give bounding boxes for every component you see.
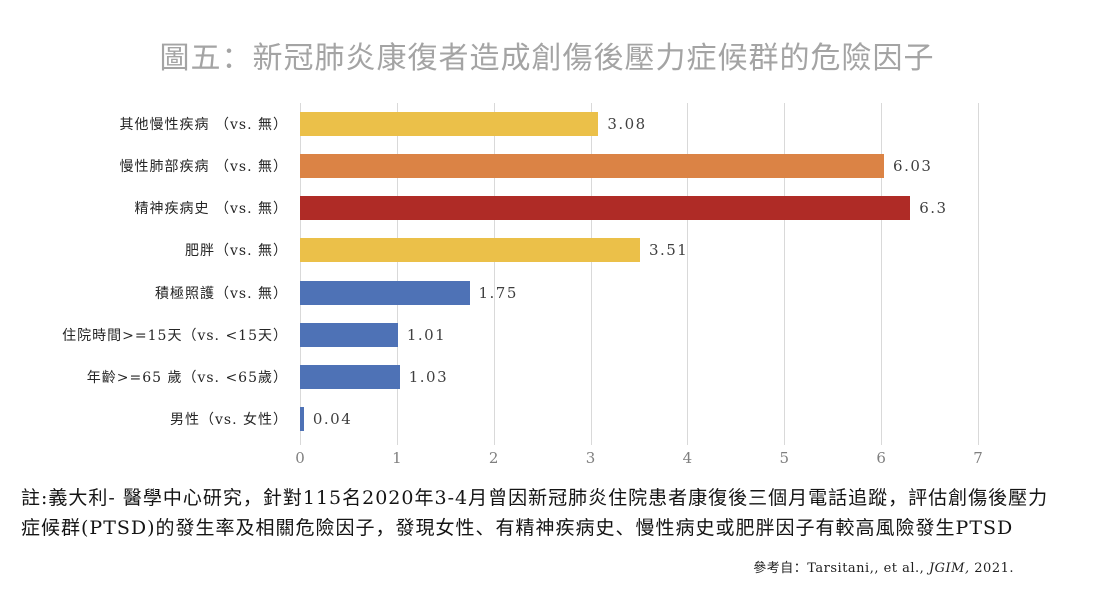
- plot-area: 3.08 6.03 6.3 3.51 1.75 1.01 1.03 0.04: [300, 103, 979, 445]
- category-label: 肥胖（vs. 無）: [185, 243, 288, 260]
- gridline: [784, 103, 786, 445]
- bar-value-label: 1.03: [408, 367, 449, 386]
- x-axis-tick-label: 0: [295, 449, 305, 467]
- gridline: [881, 103, 883, 445]
- source-reference-journal: JGIM,: [928, 561, 970, 576]
- footnote-line-1: 註:義大利- 醫學中心研究，針對115名2020年3-4月曾因新冠肺炎住院患者康…: [21, 487, 1049, 509]
- x-axis-tick-label: 2: [488, 449, 499, 467]
- bar: [300, 238, 640, 263]
- bar: [300, 280, 470, 305]
- bar: [300, 196, 911, 221]
- bar: [300, 112, 599, 137]
- bar-value-label: 6.03: [893, 157, 933, 176]
- x-axis-tick-label: 5: [779, 449, 790, 467]
- bar-value-label: 1.75: [478, 283, 518, 302]
- bar-value-label: 3.51: [648, 241, 689, 260]
- category-labels: 其他慢性疾病 （vs. 無） 慢性肺部疾病 （vs. 無） 精神疾病史 （vs. 無…: [0, 103, 288, 440]
- x-axis-tick-label: 7: [973, 449, 983, 467]
- category-label: 積極照護（vs. 無）: [155, 285, 288, 302]
- x-axis-tick-label: 4: [682, 449, 693, 467]
- bar-value-label: 6.3: [919, 199, 948, 218]
- bar-value-label: 0.04: [312, 409, 353, 428]
- category-label: 住院時間>=15天（vs. <15天）: [62, 327, 288, 344]
- bar: [300, 364, 400, 389]
- bar-value-label: 1.01: [406, 325, 447, 344]
- gridline: [978, 103, 979, 445]
- x-axis: 0 1 2 3 4 5 6 7: [295, 449, 983, 469]
- category-label: 精神疾病史 （vs. 無）: [134, 201, 288, 218]
- gridline: [590, 103, 592, 445]
- category-label: 男性（vs. 女性）: [170, 411, 288, 428]
- chart-title: 圖五：新冠肺炎康復者造成創傷後壓力症候群的危險因子: [159, 42, 935, 75]
- bar: [300, 406, 304, 431]
- x-axis-tick-label: 6: [876, 449, 886, 467]
- gridline: [493, 103, 495, 445]
- source-reference-suffix: 2021.: [969, 561, 1014, 576]
- source-reference: 參考自：Tarsitani,, et al., JGIM, 2021.: [753, 557, 1014, 576]
- x-axis-tick-label: 3: [585, 449, 596, 467]
- gridline: [687, 103, 689, 445]
- bar: [300, 154, 885, 179]
- category-label: 年齡>=65 歲（vs. <65歲）: [86, 369, 288, 386]
- bar-value-label: 3.08: [607, 115, 647, 134]
- category-label: 其他慢性疾病 （vs. 無）: [119, 117, 288, 134]
- bar: [300, 322, 398, 347]
- source-reference-prefix: 參考自：Tarsitani,, et al.,: [753, 561, 929, 576]
- x-axis-tick-label: 1: [392, 449, 402, 467]
- gridline: [300, 103, 301, 445]
- footnote: 註:義大利- 醫學中心研究，針對115名2020年3-4月曾因新冠肺炎住院患者康…: [21, 483, 1081, 543]
- footnote-line-2: 症候群(PTSD)的發生率及相關危險因子，發現女性、有精神疾病史、慢性病史或肥胖…: [21, 517, 1014, 539]
- category-label: 慢性肺部疾病 （vs. 無）: [119, 159, 288, 176]
- gridline: [396, 103, 398, 445]
